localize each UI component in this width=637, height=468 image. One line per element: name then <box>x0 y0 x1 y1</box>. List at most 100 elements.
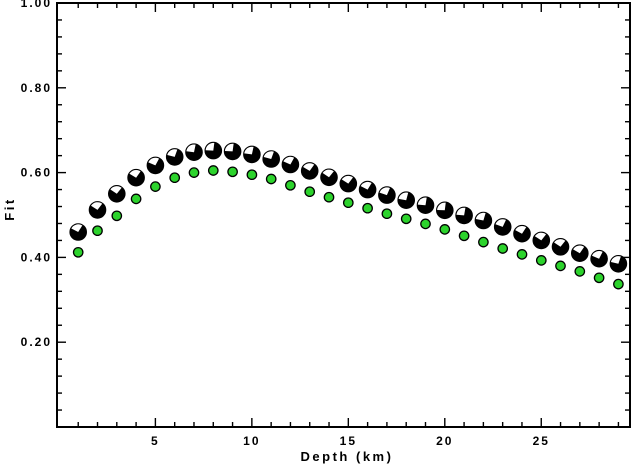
beachball-white-quadrant <box>591 250 603 259</box>
beachball-white-quadrant <box>129 169 141 178</box>
beachball-white-quadrant <box>167 149 178 157</box>
green-circle-marker <box>613 278 624 290</box>
beachball-white-quadrant <box>515 225 527 234</box>
green-circle-marker <box>304 186 316 198</box>
green-circle-marker <box>323 191 335 203</box>
beachball-marker <box>551 238 570 256</box>
green-circle-marker <box>188 167 200 178</box>
beachball-white-quadrant <box>71 224 83 232</box>
beachball-white-quadrant <box>456 207 466 216</box>
green-circle-marker <box>342 197 354 209</box>
beachball-white-quadrant <box>148 157 160 166</box>
green-circle-marker <box>535 255 547 266</box>
plot-border <box>56 2 631 428</box>
beachball-white-quadrant <box>263 151 274 159</box>
x-tick-label: 10 <box>243 434 260 448</box>
beachball-marker <box>570 244 589 262</box>
beachball-white-quadrant <box>534 232 547 241</box>
beachball-marker <box>204 141 223 160</box>
beachball-marker <box>493 218 512 236</box>
y-tick-label: 1.00 <box>21 0 52 10</box>
green-circle-marker <box>362 202 373 214</box>
beachball-marker <box>320 168 338 187</box>
beachball-marker <box>358 180 377 199</box>
beachball-marker <box>262 150 281 168</box>
beachball-white-quadrant <box>322 169 334 178</box>
beachball-white-quadrant <box>205 142 215 151</box>
beachball-white-quadrant <box>610 256 621 264</box>
beachball-marker <box>609 254 628 273</box>
beachball-white-quadrant <box>398 192 409 201</box>
beachball-marker <box>223 142 242 161</box>
data-series <box>69 141 628 290</box>
green-circle-marker <box>497 243 509 254</box>
beachball-marker <box>243 145 261 164</box>
beachball-marker <box>146 156 165 175</box>
beachball-white-quadrant <box>417 197 427 206</box>
beachball-white-quadrant <box>437 202 446 211</box>
beachball-marker <box>513 224 531 243</box>
beachball-white-quadrant <box>91 202 103 210</box>
beachball-marker <box>590 249 608 268</box>
beachball-marker <box>165 148 184 166</box>
x-axis-title: Depth (km) <box>301 449 394 464</box>
green-circle-marker <box>227 166 238 178</box>
green-circle-marker <box>574 266 586 277</box>
beachball-white-quadrant <box>110 186 122 194</box>
y-tick-label: 0.40 <box>21 250 52 264</box>
beachball-marker <box>88 201 107 219</box>
beachball-marker <box>397 191 416 209</box>
beachball-marker <box>69 223 87 241</box>
beachball-marker <box>185 143 203 161</box>
beachball-marker <box>455 206 473 225</box>
green-circle-marker <box>381 208 393 220</box>
y-tick-label: 0.80 <box>21 81 52 95</box>
x-tick-label: 25 <box>533 434 550 448</box>
beachball-marker <box>532 231 551 250</box>
beachball-white-quadrant <box>303 163 315 171</box>
green-circle-marker <box>169 172 181 184</box>
beachball-marker <box>281 155 300 174</box>
beachball-white-quadrant <box>360 181 372 190</box>
green-circle-marker <box>207 165 219 176</box>
beachball-marker <box>127 168 145 187</box>
x-tick-label: 20 <box>436 434 453 448</box>
beachball-white-quadrant <box>554 239 566 247</box>
green-circle-marker <box>439 224 451 235</box>
beachball-white-quadrant <box>283 156 295 165</box>
beachball-white-quadrant <box>475 212 486 221</box>
y-tick-label: 0.60 <box>21 166 52 180</box>
beachball-white-quadrant <box>379 187 390 196</box>
beachball-marker <box>474 211 493 230</box>
plot-frame <box>56 2 631 428</box>
green-circle-marker <box>246 169 258 181</box>
green-circle-marker <box>458 230 470 242</box>
green-circle-marker <box>400 213 412 225</box>
y-axis-title: Fit <box>2 197 17 220</box>
beachball-marker <box>435 201 454 220</box>
tick-labels: 5 10 15 20 25 0.20 0.40 0.60 0.80 1.00 <box>21 0 550 448</box>
x-tick-label: 5 <box>151 434 160 448</box>
green-circle-marker <box>478 236 489 248</box>
green-circle-marker <box>265 173 277 185</box>
green-circle-marker <box>285 179 296 191</box>
beachball-marker <box>300 162 319 180</box>
green-circle-marker <box>92 225 103 237</box>
y-tick-label: 0.20 <box>21 335 52 349</box>
green-circle-marker <box>516 249 528 260</box>
beachball-marker <box>416 196 435 214</box>
green-circle-marker <box>593 272 605 284</box>
green-circle-marker <box>150 181 161 192</box>
beachball-white-quadrant <box>573 245 585 254</box>
beachball-white-quadrant <box>341 175 353 184</box>
green-circle-marker <box>111 210 123 222</box>
beachball-white-quadrant <box>244 146 254 155</box>
green-circle-marker <box>420 218 431 230</box>
beachball-marker <box>339 174 358 193</box>
green-circle-marker <box>130 193 142 205</box>
beachball-white-quadrant <box>224 143 234 152</box>
beachball-marker <box>108 185 126 203</box>
beachball-marker <box>378 186 396 204</box>
